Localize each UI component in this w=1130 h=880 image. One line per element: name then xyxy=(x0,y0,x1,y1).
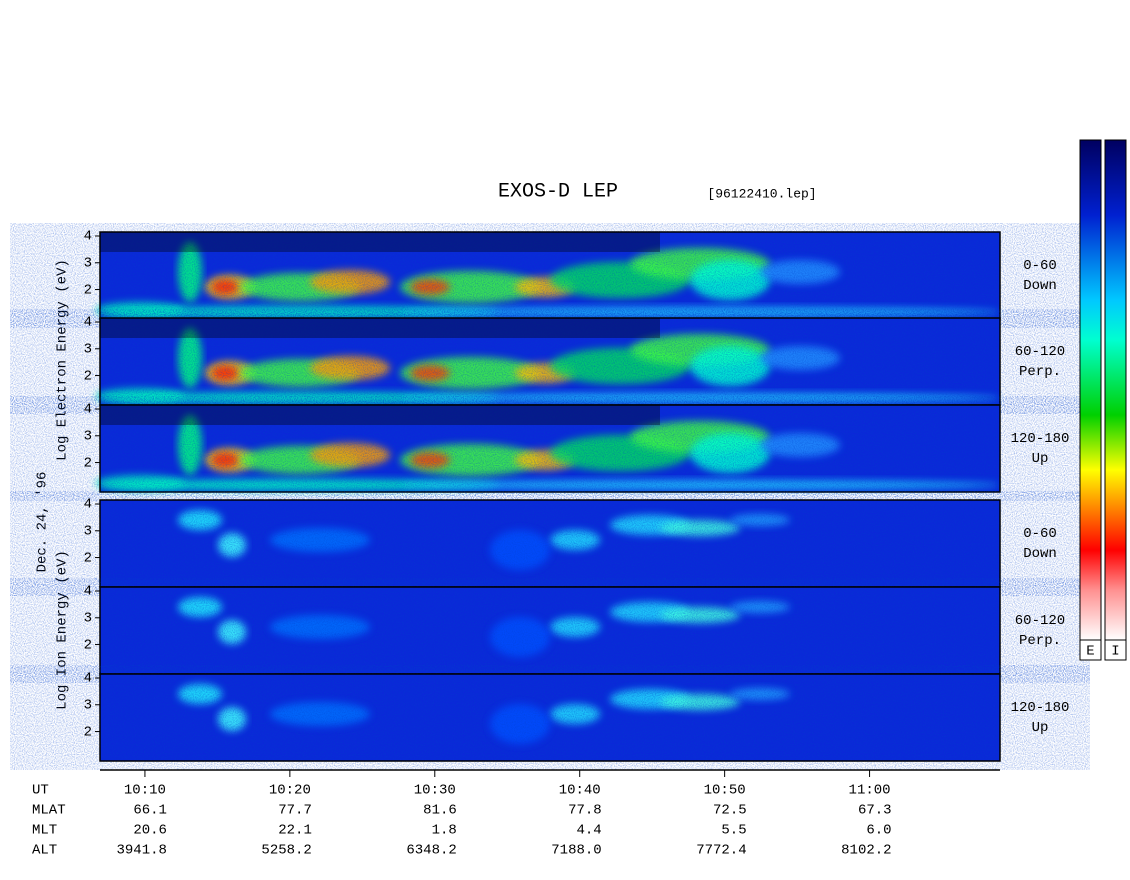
row-value: 20.6 xyxy=(133,823,167,839)
panel-sublabel: Up xyxy=(1032,720,1049,736)
row-value: 5258.2 xyxy=(261,843,311,859)
row-name: ALT xyxy=(32,843,57,859)
y-tick-label: 3 xyxy=(84,255,92,271)
y-tick-label: 3 xyxy=(84,697,92,713)
panel-label: 120-180 xyxy=(1011,700,1070,716)
x-tick-label: 10:40 xyxy=(559,783,601,799)
noise xyxy=(100,405,1000,492)
color-bar-label: E xyxy=(1086,644,1094,660)
row-value: 3941.8 xyxy=(117,843,167,859)
panel-sublabel: Up xyxy=(1032,451,1049,467)
date-label: Dec. 24, '96 xyxy=(35,472,51,573)
row-value: 72.5 xyxy=(713,803,747,819)
row-value: 1.8 xyxy=(432,823,457,839)
y-tick-label: 4 xyxy=(84,229,92,245)
y-tick-label: 4 xyxy=(84,584,92,600)
spectrogram-panel xyxy=(99,499,1001,588)
y-tick-label: 4 xyxy=(84,402,92,418)
panel-label: 60-120 xyxy=(1015,344,1065,360)
panel-label: 0-60 xyxy=(1023,526,1057,542)
color-bar xyxy=(1104,139,1127,641)
ion-axis-label: Log Ion Energy (eV) xyxy=(55,550,71,710)
row-name: MLT xyxy=(32,823,57,839)
panel-sublabel: Down xyxy=(1023,278,1057,294)
panel-border xyxy=(99,404,1001,493)
y-tick-label: 2 xyxy=(84,455,92,471)
panel-label: 120-180 xyxy=(1011,431,1070,447)
row-name: UT xyxy=(32,783,49,799)
y-tick-label: 3 xyxy=(84,341,92,357)
y-tick-label: 2 xyxy=(84,724,92,740)
color-bar-label: I xyxy=(1111,644,1119,660)
y-tick-label: 3 xyxy=(84,610,92,626)
row-value: 7772.4 xyxy=(696,843,746,859)
row-value: 6348.2 xyxy=(406,843,456,859)
row-value: 8102.2 xyxy=(841,843,891,859)
row-value: 66.1 xyxy=(133,803,167,819)
row-value: 81.6 xyxy=(423,803,457,819)
noise xyxy=(100,587,1000,674)
panel-label: 60-120 xyxy=(1015,613,1065,629)
row-value: 7188.0 xyxy=(551,843,601,859)
row-value: 67.3 xyxy=(858,803,892,819)
y-tick-label: 2 xyxy=(84,368,92,384)
row-value: 4.4 xyxy=(576,823,601,839)
row-value: 6.0 xyxy=(866,823,891,839)
noise xyxy=(100,674,1000,761)
row-name: MLAT xyxy=(32,803,66,819)
noise xyxy=(100,500,1000,587)
x-tick-label: 10:20 xyxy=(269,783,311,799)
y-tick-label: 4 xyxy=(84,671,92,687)
x-tick-label: 10:50 xyxy=(704,783,746,799)
y-tick-label: 3 xyxy=(84,428,92,444)
row-value: 77.8 xyxy=(568,803,602,819)
color-bar xyxy=(1079,139,1102,641)
panel-border xyxy=(99,673,1001,762)
y-tick-label: 4 xyxy=(84,315,92,331)
y-tick-label: 2 xyxy=(84,637,92,653)
row-value: 5.5 xyxy=(721,823,746,839)
panel-sublabel: Down xyxy=(1023,546,1057,562)
row-value: 22.1 xyxy=(278,823,312,839)
panel-label: 0-60 xyxy=(1023,258,1057,274)
top-noise xyxy=(100,318,660,338)
x-tick-label: 10:30 xyxy=(414,783,456,799)
title: EXOS-D LEP xyxy=(498,180,618,203)
row-value: 77.7 xyxy=(278,803,312,819)
noise xyxy=(100,318,1000,405)
panel-sublabel: Perp. xyxy=(1019,364,1061,380)
top-noise xyxy=(100,232,660,252)
y-tick-label: 3 xyxy=(84,523,92,539)
top-noise xyxy=(100,405,660,425)
spectrogram-panel xyxy=(99,673,1001,762)
y-tick-label: 2 xyxy=(84,282,92,298)
spectrogram-panel xyxy=(95,231,1001,320)
color-bar-label-box xyxy=(1104,639,1127,661)
color-bar-label-box xyxy=(1079,639,1102,661)
spectrogram-panel xyxy=(95,317,1001,406)
spectrogram-panel xyxy=(99,586,1001,675)
x-tick-label: 10:10 xyxy=(124,783,166,799)
y-tick-label: 2 xyxy=(84,550,92,566)
electron-axis-label: Log Electron Energy (eV) xyxy=(55,259,71,461)
spectrogram-panel xyxy=(95,404,1001,493)
file-name: [96122410.lep] xyxy=(707,186,816,201)
x-tick-label: 11:00 xyxy=(849,783,891,799)
y-tick-label: 4 xyxy=(84,497,92,513)
panel-sublabel: Perp. xyxy=(1019,633,1061,649)
noise xyxy=(100,232,1000,319)
